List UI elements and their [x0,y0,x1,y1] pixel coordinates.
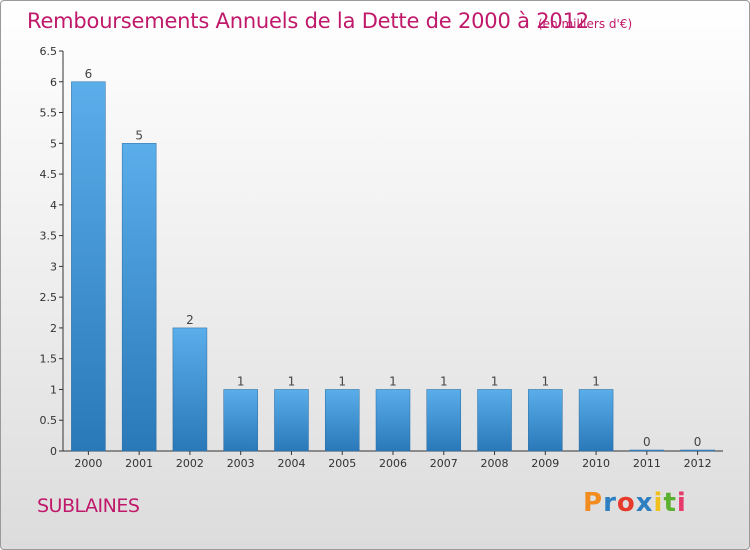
x-tick-label: 2009 [531,457,559,470]
x-tick-label: 2002 [176,457,204,470]
y-tick-label: 5.5 [40,107,58,120]
y-tick-label: 1.5 [40,353,58,366]
data-label: 1 [389,374,397,388]
y-tick-label: 6.5 [40,45,58,58]
y-tick-label: 0.5 [40,414,58,427]
bar [71,81,106,452]
data-label: 2 [186,313,194,327]
y-tick-label: 4.5 [40,168,58,181]
logo-letter: i [676,488,687,518]
y-tick-label: 0 [50,445,57,458]
bar [578,389,614,452]
bar [680,449,715,452]
data-label: 1 [541,374,549,388]
x-tick-label: 2008 [481,457,509,470]
data-label: 0 [694,435,702,449]
x-tick-label: 2007 [430,457,458,470]
x-tick-label: 2011 [633,457,661,470]
x-tick-label: 2006 [379,457,407,470]
commune-name: SUBLAINES [37,495,140,517]
bar [629,449,665,452]
bar [172,327,208,452]
data-label: 5 [135,128,143,142]
data-label: 1 [592,374,600,388]
x-tick-label: 2010 [582,457,610,470]
logo-letter: i [653,488,664,518]
chart-subtitle: (en milliers d'€) [538,17,633,31]
logo-letter: x [635,488,654,518]
bar [477,389,512,452]
y-tick-label: 3.5 [40,230,58,243]
proxiti-logo: Proxiti [583,488,687,518]
bar [274,389,309,452]
data-label: 1 [237,374,245,388]
y-tick-label: 3 [50,260,57,273]
x-tick-label: 2001 [125,457,153,470]
logo-letter: o [616,488,636,518]
data-label: 1 [491,374,499,388]
bar [528,389,563,452]
data-label: 6 [85,67,93,81]
bar [375,389,411,452]
bar [426,389,462,452]
x-tick-label: 2005 [328,457,356,470]
y-tick-label: 5 [50,137,57,150]
x-tick-label: 2004 [277,457,305,470]
data-label: 1 [338,374,346,388]
bar [324,389,360,452]
bar [121,143,157,452]
y-tick-label: 6 [50,76,57,89]
data-label: 1 [440,374,448,388]
bar [223,389,258,452]
y-tick-label: 2.5 [40,291,58,304]
logo-letter: P [583,488,604,518]
logo-letter: r [603,488,617,518]
y-tick-label: 2 [50,322,57,335]
x-tick-label: 2000 [74,457,102,470]
y-tick-label: 4 [50,199,57,212]
chart-title: Remboursements Annuels de la Dette de 20… [27,9,589,33]
x-tick-label: 2012 [684,457,712,470]
y-tick-label: 1 [50,383,57,396]
logo-letter: t [663,488,677,518]
data-label: 0 [643,435,651,449]
data-label: 1 [288,374,296,388]
x-tick-label: 2003 [227,457,255,470]
